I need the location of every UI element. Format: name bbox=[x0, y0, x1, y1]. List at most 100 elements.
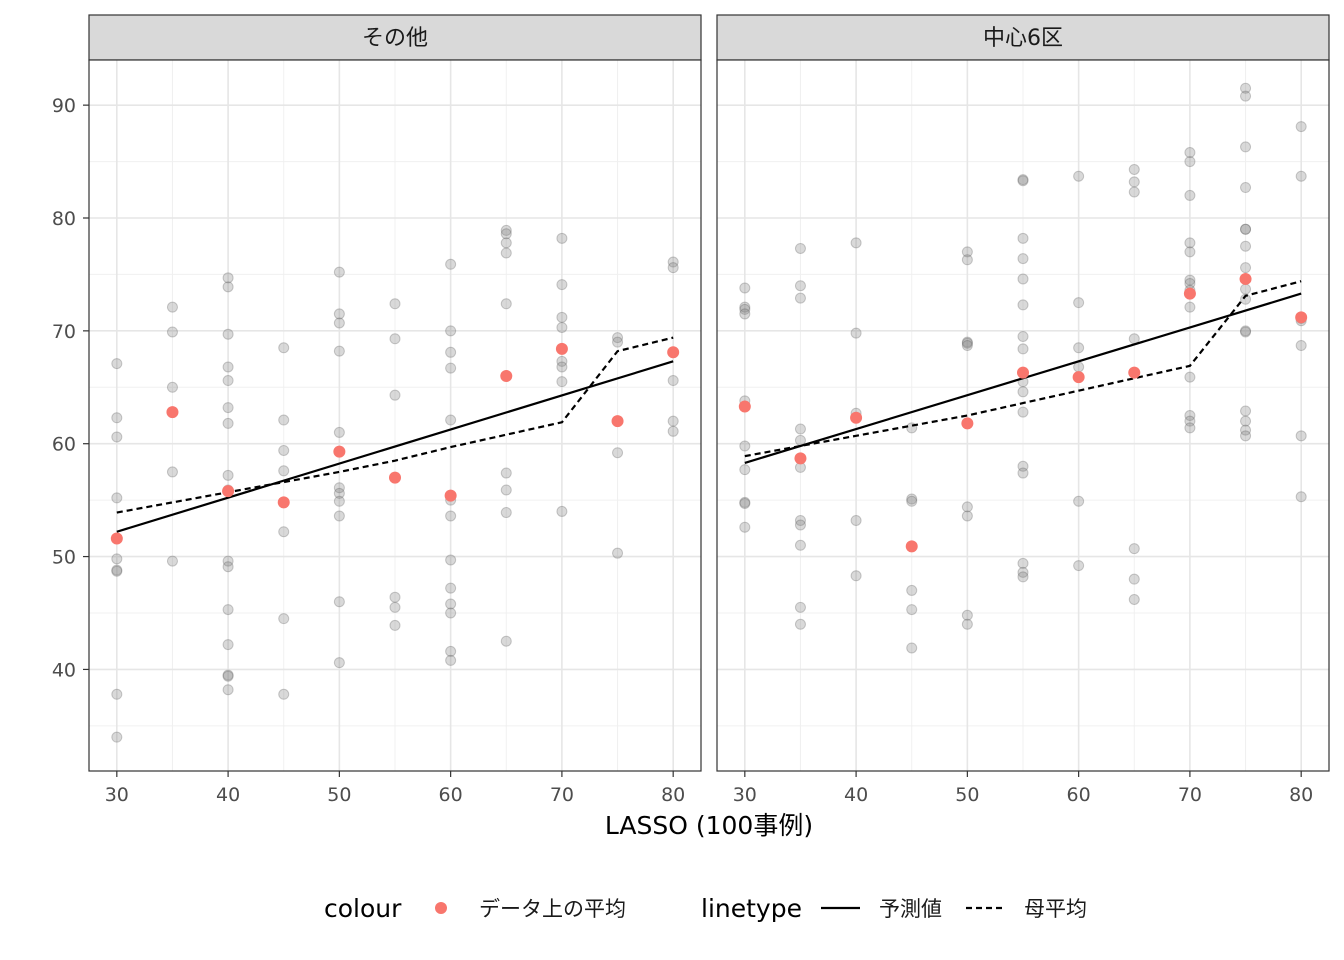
raw-point bbox=[500, 228, 512, 240]
raw-point bbox=[166, 381, 178, 393]
raw-point bbox=[111, 492, 123, 504]
raw-point bbox=[739, 301, 751, 313]
raw-point bbox=[556, 321, 568, 333]
mean-point bbox=[277, 496, 290, 509]
raw-point bbox=[1128, 163, 1140, 175]
gridlines bbox=[89, 60, 701, 771]
raw-point bbox=[111, 358, 123, 370]
population-mean-line bbox=[744, 280, 1302, 458]
raw-point bbox=[278, 444, 290, 456]
x-tick-label: 80 bbox=[661, 784, 685, 806]
raw-point bbox=[222, 281, 234, 293]
raw-point bbox=[612, 336, 624, 348]
raw-point bbox=[1184, 189, 1196, 201]
raw-point bbox=[389, 389, 401, 401]
raw-point bbox=[1128, 186, 1140, 198]
raw-point bbox=[1017, 386, 1029, 398]
panel-1: その他 30 40 50 60 70 80 40 50 60 70 80 90 bbox=[52, 14, 702, 806]
raw-point bbox=[500, 237, 512, 249]
mean-points bbox=[110, 342, 680, 545]
gridlines bbox=[717, 60, 1329, 771]
mean-point bbox=[611, 415, 624, 428]
raw-point bbox=[850, 570, 862, 582]
raw-point bbox=[445, 607, 457, 619]
raw-point bbox=[1184, 415, 1196, 427]
mean-point bbox=[794, 452, 807, 465]
raw-point bbox=[1184, 246, 1196, 258]
mean-point bbox=[389, 471, 401, 484]
panel-border bbox=[716, 59, 1330, 772]
raw-point bbox=[333, 426, 345, 438]
y-tick-label: 40 bbox=[52, 659, 76, 681]
raw-point bbox=[333, 317, 345, 329]
raw-point bbox=[1184, 301, 1196, 313]
mean-point bbox=[222, 485, 235, 498]
raw-point bbox=[222, 328, 234, 340]
raw-point bbox=[333, 487, 345, 499]
mean-points bbox=[738, 272, 1308, 553]
raw-point bbox=[794, 242, 806, 254]
raw-point bbox=[333, 510, 345, 522]
raw-point bbox=[111, 564, 123, 576]
mean-point bbox=[1239, 272, 1252, 285]
raw-point bbox=[906, 495, 918, 507]
legend-predicted-label: 予測値 bbox=[879, 897, 942, 921]
raw-point bbox=[739, 282, 751, 294]
mean-point bbox=[961, 417, 974, 430]
x-tick-label: 60 bbox=[1067, 784, 1091, 806]
raw-point bbox=[794, 514, 806, 526]
y-tick-label: 50 bbox=[52, 547, 76, 569]
raw-point bbox=[1128, 176, 1140, 188]
raw-point bbox=[850, 514, 862, 526]
raw-point bbox=[1240, 223, 1252, 235]
raw-points bbox=[739, 82, 1307, 654]
raw-point bbox=[961, 618, 973, 630]
raw-point bbox=[445, 645, 457, 657]
raw-point bbox=[1017, 566, 1029, 578]
legend-mean-marker bbox=[435, 902, 447, 914]
legend-mean-label: データ上の平均 bbox=[479, 897, 626, 921]
predicted-line bbox=[116, 360, 674, 533]
raw-point bbox=[794, 423, 806, 435]
raw-point bbox=[333, 596, 345, 608]
raw-point bbox=[612, 332, 624, 344]
raw-point bbox=[278, 688, 290, 700]
raw-point bbox=[500, 507, 512, 519]
raw-point bbox=[1128, 573, 1140, 585]
raw-point bbox=[556, 376, 568, 388]
raw-point bbox=[445, 362, 457, 374]
x-tick-label: 40 bbox=[844, 784, 868, 806]
raw-point bbox=[1017, 232, 1029, 244]
raw-point bbox=[739, 464, 751, 476]
raw-point bbox=[1017, 343, 1029, 355]
x-tick-label: 30 bbox=[105, 784, 129, 806]
raw-point bbox=[111, 565, 123, 577]
raw-point bbox=[850, 327, 862, 339]
raw-point bbox=[612, 447, 624, 459]
x-tick-label: 60 bbox=[439, 784, 463, 806]
legend-colour-title: colour bbox=[324, 894, 402, 923]
raw-point bbox=[667, 425, 679, 437]
raw-point bbox=[961, 246, 973, 258]
raw-point bbox=[794, 618, 806, 630]
raw-point bbox=[1240, 90, 1252, 102]
raw-point bbox=[1128, 593, 1140, 605]
raw-point bbox=[667, 262, 679, 274]
raw-point bbox=[445, 346, 457, 358]
raw-points bbox=[111, 224, 679, 743]
raw-point bbox=[1295, 340, 1307, 352]
mean-point bbox=[1183, 287, 1196, 300]
raw-point bbox=[739, 498, 751, 510]
panels: その他 30 40 50 60 70 80 40 50 60 70 80 90 中心6区 30 40 50 60 7… bbox=[52, 14, 1330, 806]
raw-point bbox=[1073, 495, 1085, 507]
raw-point bbox=[166, 555, 178, 567]
raw-point bbox=[166, 301, 178, 313]
raw-point bbox=[500, 224, 512, 236]
raw-point bbox=[1073, 170, 1085, 182]
raw-point bbox=[278, 613, 290, 625]
panel-strip bbox=[88, 14, 702, 61]
raw-point bbox=[333, 495, 345, 507]
mean-point bbox=[1072, 371, 1085, 384]
x-tick-label: 70 bbox=[1178, 784, 1202, 806]
raw-point bbox=[1017, 331, 1029, 342]
